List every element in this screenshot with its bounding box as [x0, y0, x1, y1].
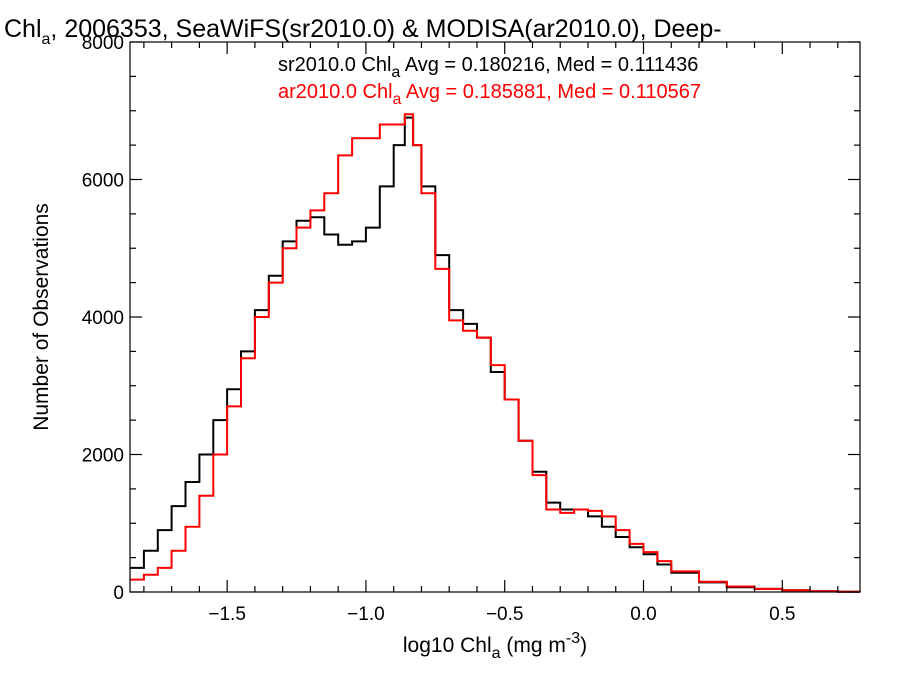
series-line-sr2010	[130, 116, 861, 593]
series-layer	[130, 113, 861, 593]
y-tick-label: 0	[113, 583, 124, 604]
y-tick-label: 6000	[82, 171, 124, 192]
y-tick-label: 8000	[82, 33, 124, 54]
legend-entry-sr2010: sr2010.0 Chla Avg = 0.180216, Med = 0.11…	[278, 54, 698, 81]
x-tick-label: −1.5	[208, 604, 246, 625]
series-line-ar2010	[130, 113, 861, 593]
ticks-layer: −1.5 −1.0 −0.5 0.0 0.5 0 2000 4000 6000 8000	[82, 33, 860, 625]
plot-frame	[129, 41, 861, 593]
y-tick-label: 4000	[82, 308, 124, 329]
x-tick-label: 0.5	[769, 604, 795, 625]
chart-title: Chla, 2006353, SeaWiFS(sr2010.0) & MODIS…	[4, 15, 722, 48]
x-tick-label: −0.5	[486, 604, 524, 625]
x-axis-label: log10 Chla (mg m-3)	[403, 630, 587, 662]
x-tick-label: −1.0	[347, 604, 385, 625]
legend-entry-ar2010: ar2010.0 Chla Avg = 0.185881, Med = 0.11…	[278, 81, 701, 108]
y-tick-label: 2000	[82, 446, 124, 467]
x-tick-label: 0.0	[630, 604, 656, 625]
y-axis-label: Number of Observations	[30, 203, 53, 431]
